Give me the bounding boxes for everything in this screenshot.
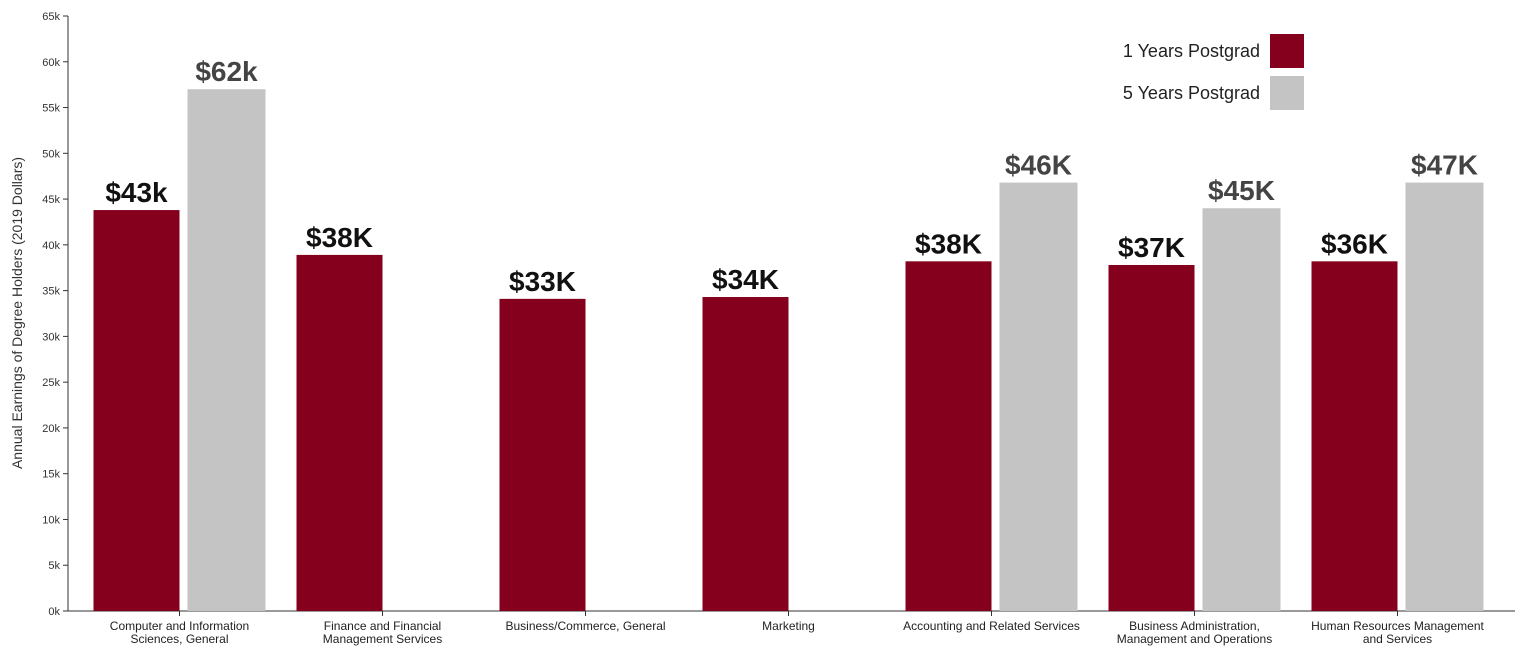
bar-annotation: $36K — [1321, 228, 1388, 259]
y-tick-label: 0k — [48, 606, 60, 618]
y-tick-label: 50k — [42, 148, 60, 160]
y-tick-label: 40k — [42, 240, 60, 252]
x-tick-label: Business Administration, Management and … — [1116, 619, 1273, 646]
y-axis-title: Annual Earnings of Degree Holders (2019 … — [9, 157, 25, 469]
bar-annotation: $46K — [1005, 150, 1072, 181]
bar — [296, 254, 383, 611]
bar-annotation: $43k — [105, 177, 168, 208]
bar — [999, 182, 1078, 611]
bar — [1311, 261, 1398, 611]
y-tick-label: 55k — [42, 103, 60, 115]
bar-annotation: $34K — [712, 264, 779, 295]
bar-annotation: $45K — [1208, 175, 1275, 206]
legend-label: 1 Years Postgrad — [1123, 41, 1260, 61]
bar — [1202, 208, 1281, 611]
x-tick-label: Accounting and Related Services — [903, 619, 1080, 633]
y-tick-label: 5k — [48, 560, 60, 572]
bar — [1405, 182, 1484, 611]
x-tick-label: Computer and Information Sciences, Gener… — [109, 619, 250, 646]
bar — [702, 297, 789, 611]
bar-annotation: $38K — [915, 228, 982, 259]
x-tick-label: Marketing — [762, 619, 815, 633]
y-tick-label: 15k — [42, 469, 60, 481]
bar-annotation: $37K — [1118, 232, 1185, 263]
legend-swatch — [1270, 76, 1304, 110]
bar — [499, 298, 586, 611]
y-tick-label: 60k — [42, 57, 60, 69]
bar-annotation: $47K — [1411, 150, 1478, 181]
bar — [1108, 264, 1195, 611]
bar — [905, 261, 992, 611]
x-tick-label: Human Resources Management and Services — [1311, 619, 1484, 646]
legend-swatch — [1270, 34, 1304, 68]
bar — [187, 89, 266, 611]
bar-annotation: $33K — [509, 266, 576, 297]
y-tick-label: 30k — [42, 331, 60, 343]
x-tick-label: Business/Commerce, General — [505, 619, 666, 633]
bar — [93, 210, 180, 612]
legend-label: 5 Years Postgrad — [1123, 83, 1260, 103]
bar-annotation: $62k — [195, 56, 258, 87]
y-tick-label: 65k — [42, 11, 60, 23]
y-tick-label: 45k — [42, 194, 60, 206]
bar-annotation: $38K — [306, 222, 373, 253]
x-tick-label: Finance and Financial Management Service… — [322, 619, 443, 646]
y-tick-label: 10k — [42, 514, 60, 526]
y-tick-label: 35k — [42, 286, 60, 298]
y-tick-label: 20k — [42, 423, 60, 435]
y-tick-label: 25k — [42, 377, 60, 389]
